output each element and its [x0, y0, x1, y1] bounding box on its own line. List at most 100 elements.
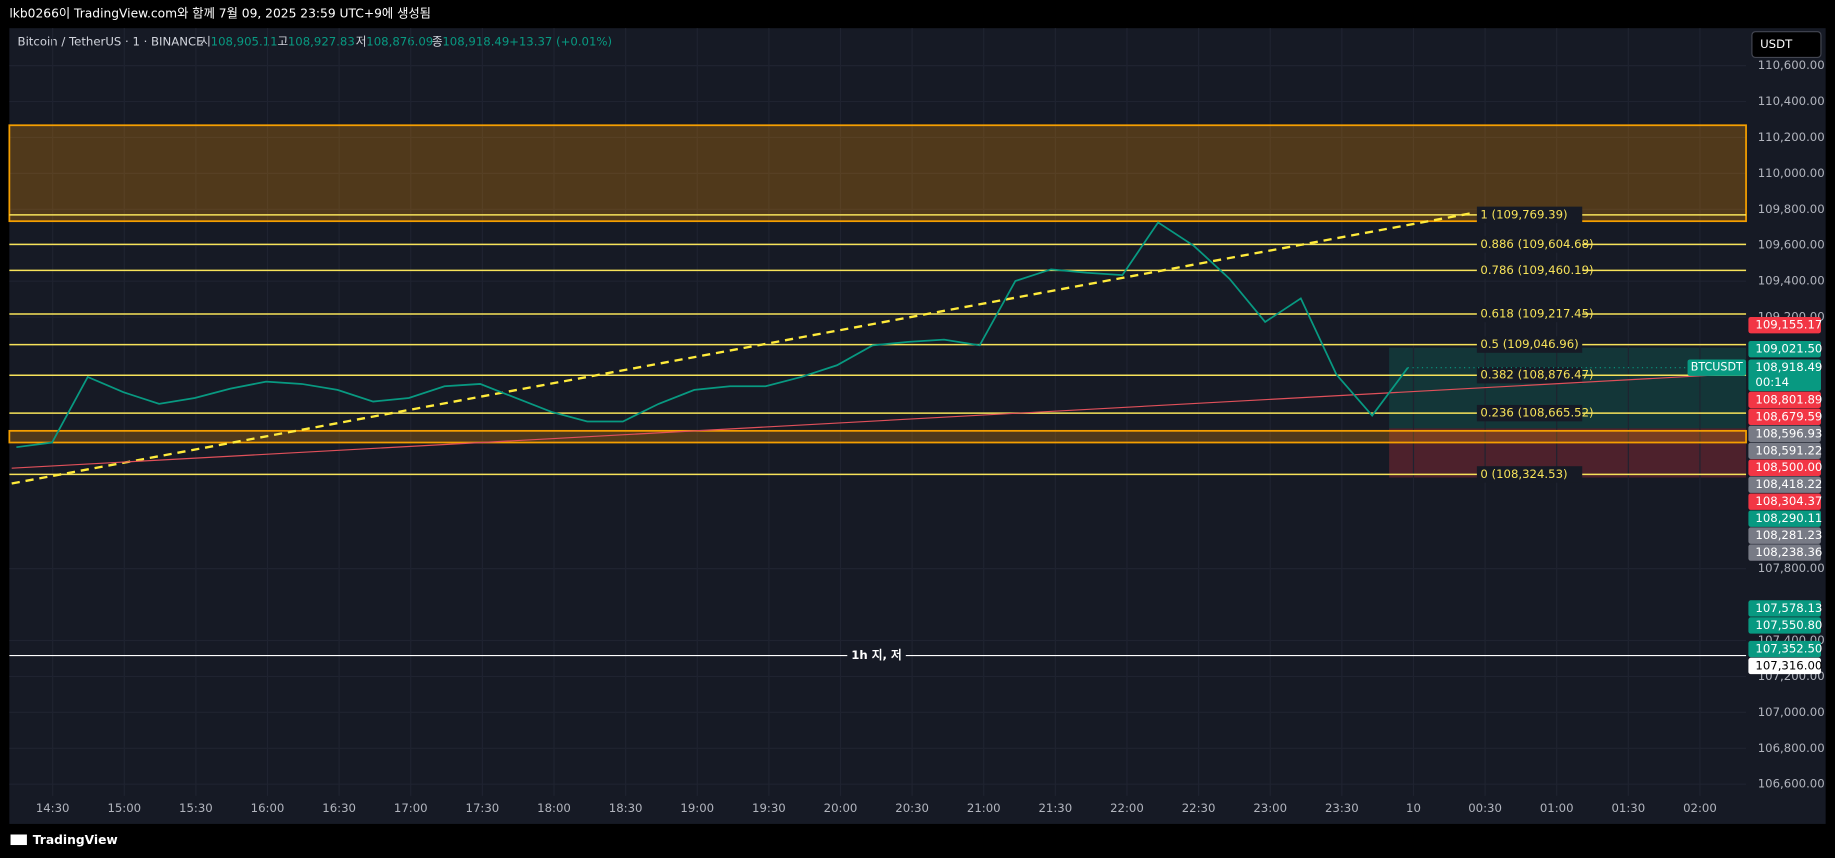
trendline: [11, 211, 1473, 485]
x-tick-label: 22:00: [1110, 801, 1144, 815]
price-label: 108,238.36: [1755, 545, 1822, 559]
y-tick-label: 106,600.00: [1758, 777, 1825, 791]
price-label-bg: [1748, 442, 1821, 459]
fib-label-bg: [1476, 367, 1583, 384]
price-label-bg: [1748, 493, 1821, 510]
x-tick-label: 20:30: [895, 801, 929, 815]
x-tick-label: 19:30: [752, 801, 786, 815]
open-label: 시: [200, 35, 211, 49]
x-tick-label: 16:00: [251, 801, 285, 815]
fib-label-bg: [1476, 236, 1583, 253]
fib-label: 0 (108,324.53): [1480, 467, 1567, 481]
x-tick-label: 16:30: [322, 801, 356, 815]
price-label-bg: [1748, 657, 1821, 675]
price-label: 107,316.00: [1755, 658, 1822, 672]
high: 108,927.83: [288, 35, 355, 49]
x-tick-label: 01:30: [1611, 801, 1645, 815]
price-label: 109,155.17: [1755, 318, 1822, 332]
low-line-label: 1h 지, 저: [851, 648, 902, 662]
fib-label: 0.5 (109,046.96): [1480, 337, 1578, 351]
price-label: 107,578.13: [1755, 601, 1822, 615]
change: +13.37 (+0.01%): [509, 35, 612, 49]
x-tick-label: 21:30: [1039, 801, 1073, 815]
low: 108,876.09: [366, 35, 433, 49]
fib-label-bg: [1476, 336, 1583, 353]
price-label-bg: [1748, 600, 1821, 617]
symbol-tag: BTCUSDT: [1691, 361, 1743, 374]
price-label-bg: [1748, 640, 1821, 658]
price-label-bg: [1748, 425, 1821, 443]
x-tick-label: 10: [1406, 801, 1421, 815]
price-label-bg: [1748, 359, 1821, 392]
x-tick-label: 22:30: [1182, 801, 1216, 815]
price-label-bg: [1748, 316, 1821, 334]
price-label: 108,304.37: [1755, 494, 1822, 508]
zone: [8, 429, 1747, 444]
price-label-bg: [1748, 544, 1821, 561]
low-label: 저: [356, 35, 367, 49]
price-label: 108,281.23: [1755, 528, 1822, 542]
price-label: 108,418.22: [1755, 477, 1822, 491]
price-label-bg: [1748, 391, 1821, 409]
y-tick-label: 106,800.00: [1758, 741, 1825, 755]
y-tick-label: 110,000.00: [1758, 166, 1825, 180]
y-tick-label: 110,200.00: [1758, 130, 1825, 144]
currency-button-label[interactable]: USDT: [1760, 37, 1793, 51]
y-tick-label: 107,800.00: [1758, 561, 1825, 575]
symbol-name: Bitcoin / TetherUS · 1 · BINANCE: [18, 35, 204, 49]
fib-label: 0.786 (109,460.19): [1480, 263, 1593, 277]
brand: TradingView: [33, 833, 118, 847]
countdown: 00:14: [1755, 375, 1789, 389]
x-tick-label: 20:00: [824, 801, 858, 815]
trendline: [11, 372, 1747, 469]
x-tick-label: 15:00: [107, 801, 141, 815]
x-tick-label: 19:00: [680, 801, 714, 815]
plot-background: [9, 28, 1826, 824]
price-label-bg: [1748, 459, 1821, 476]
price-label: 107,550.80: [1755, 618, 1822, 632]
x-tick-label: 23:30: [1325, 801, 1359, 815]
brand-logo: [10, 834, 27, 846]
x-tick-label: 21:00: [967, 801, 1001, 815]
y-tick-label: 109,600.00: [1758, 238, 1825, 252]
price-label: 109,021.50: [1755, 342, 1822, 356]
price-label-bg: [1748, 476, 1821, 493]
fib-label-bg: [1476, 404, 1583, 422]
fib-label: 0.618 (109,217.45): [1480, 306, 1593, 320]
x-tick-label: 18:30: [609, 801, 643, 815]
price-label-bg: [1748, 617, 1821, 634]
high-label: 고: [277, 35, 288, 49]
x-tick-label: 00:30: [1468, 801, 1502, 815]
y-tick-label: 109,800.00: [1758, 202, 1825, 216]
x-tick-label: 14:30: [36, 801, 70, 815]
price-label-bg: [1748, 408, 1821, 426]
y-tick-label: 110,600.00: [1758, 58, 1825, 72]
caption: lkb0266이 TradingView.com와 함께 7월 09, 2025…: [9, 7, 431, 21]
price-label: 108,918.49: [1755, 360, 1822, 374]
y-tick-label: 109,400.00: [1758, 274, 1825, 288]
fib-label-bg: [1476, 206, 1583, 224]
fib-label-bg: [1476, 305, 1583, 323]
price-label: 108,679.59: [1755, 409, 1822, 423]
price-label: 108,591.22: [1755, 443, 1822, 457]
price-label-bg: [1748, 527, 1821, 544]
currency-button[interactable]: [1751, 31, 1822, 59]
fib-label: 0.382 (108,876.47): [1480, 368, 1593, 382]
close: 108,918.49: [442, 35, 509, 49]
symbol-tag-bg: [1687, 359, 1747, 376]
y-tick-label: 110,400.00: [1758, 94, 1825, 108]
y-tick-label: 107,000.00: [1758, 705, 1825, 719]
x-tick-label: 23:00: [1253, 801, 1287, 815]
fib-label: 1 (109,769.39): [1480, 207, 1567, 221]
price-line: [16, 221, 1409, 449]
fib-label: 0.886 (109,604.68): [1480, 237, 1593, 251]
price-label-bg: [1748, 340, 1821, 358]
price-label: 107,352.50: [1755, 642, 1822, 656]
x-tick-label: 18:00: [537, 801, 571, 815]
fib-label: 0.236 (108,665.52): [1480, 406, 1593, 420]
fib-label-bg: [1476, 262, 1583, 279]
close-label: 종: [432, 35, 443, 49]
x-tick-label: 15:30: [179, 801, 213, 815]
